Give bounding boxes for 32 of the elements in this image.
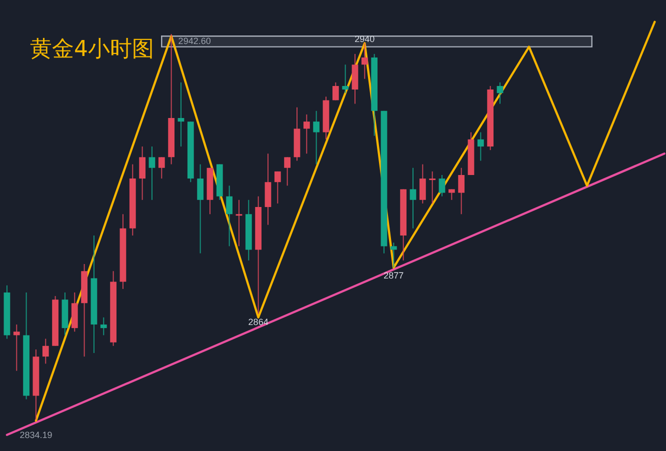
candlestick xyxy=(429,170,436,204)
candlestick xyxy=(448,188,455,200)
candlestick xyxy=(148,146,156,200)
candlestick xyxy=(342,64,349,94)
candlestick xyxy=(332,82,339,101)
candlestick xyxy=(274,170,281,204)
candlestick xyxy=(236,199,242,247)
candlestick xyxy=(361,42,368,80)
candlestick xyxy=(42,338,49,364)
candlestick xyxy=(100,316,107,336)
chart-title: 黄金4小时图 xyxy=(30,36,154,64)
candlestick xyxy=(438,174,446,197)
candlestick xyxy=(158,156,165,180)
candlestick xyxy=(390,242,397,268)
candlestick xyxy=(178,82,184,148)
candlestick xyxy=(226,185,233,247)
annotation: 2942.60 xyxy=(178,36,211,46)
candlestick xyxy=(477,132,484,162)
candlestick xyxy=(13,324,20,372)
annotation: 2834.19 xyxy=(20,430,52,440)
candlestick xyxy=(139,146,146,200)
candlestick xyxy=(313,110,320,165)
candlestick xyxy=(197,164,204,254)
candlestick xyxy=(284,156,291,186)
candlestick xyxy=(303,114,310,154)
annotation: 2864 xyxy=(248,316,268,327)
candlestick xyxy=(419,164,426,204)
annotation: 2940 xyxy=(354,34,375,44)
candlestick xyxy=(496,82,504,104)
annotation: 2877 xyxy=(384,270,404,281)
candlestick xyxy=(458,167,465,215)
candlestick xyxy=(410,167,416,229)
